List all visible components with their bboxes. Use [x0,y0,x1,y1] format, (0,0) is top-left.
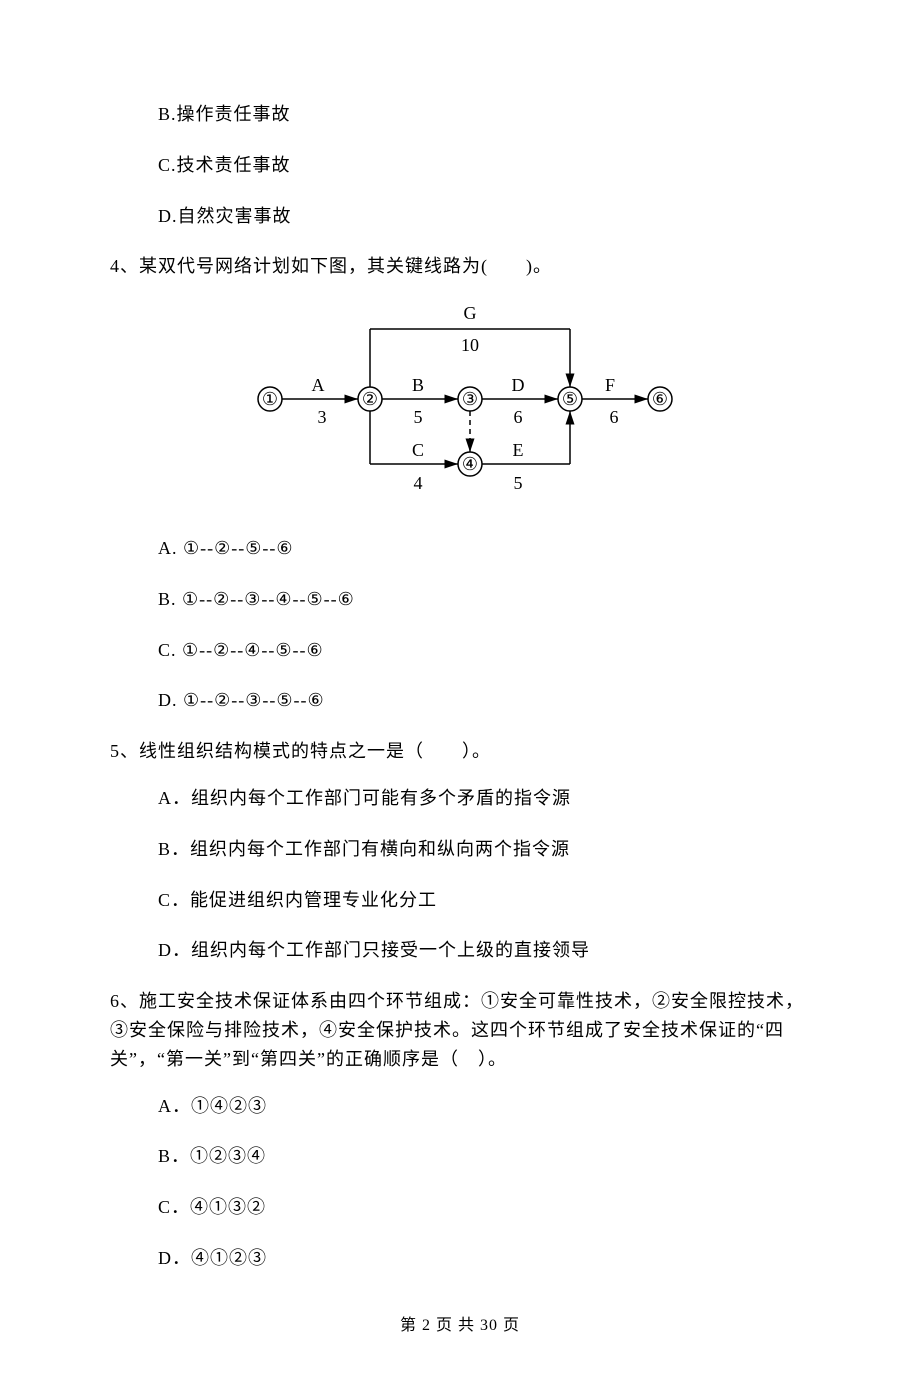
option-text: ①--②--⑤--⑥ [183,538,294,558]
option-text: ④①②③ [191,1248,267,1268]
svg-text:⑤: ⑤ [562,389,578,409]
option-item: C．能促进组织内管理专业化分工 [158,886,810,915]
option-item: C．④①③② [158,1193,810,1222]
svg-text:A: A [312,375,325,395]
option-label: B. [158,589,182,609]
option-item: D．组织内每个工作部门只接受一个上级的直接领导 [158,936,810,965]
svg-text:10: 10 [461,335,479,355]
option-label: A. [158,538,183,558]
option-text: 组织内每个工作部门可能有多个矛盾的指令源 [191,788,571,808]
option-item: B．组织内每个工作部门有横向和纵向两个指令源 [158,835,810,864]
option-label: A． [158,1096,191,1116]
option-text: ①--②--③--⑤--⑥ [183,690,325,710]
option-text: 组织内每个工作部门有横向和纵向两个指令源 [190,839,570,859]
question-text: 线性组织结构模式的特点之一是（ ）。 [139,741,491,761]
question-number: 5、 [110,741,139,761]
option-text: ④①③② [190,1197,266,1217]
svg-text:B: B [412,375,424,395]
svg-text:F: F [605,375,615,395]
option-text: ①--②--④--⑤--⑥ [182,640,324,660]
option-text: 技术责任事故 [177,155,291,175]
question-6: 6、施工安全技术保证体系由四个环节组成：①安全可靠性技术，②安全限控技术，③安全… [110,987,810,1073]
svg-text:③: ③ [462,389,478,409]
option-item: C.技术责任事故 [158,151,810,180]
network-diagram: G 10 C 4 E 5 A 3 B 5 D 6 F 6 ① ② ③ ④ ⑤ ⑥ [110,299,810,508]
option-label: C. [158,640,182,660]
option-label: B． [158,839,190,859]
page-content: B.操作责任事故 C.技术责任事故 D.自然灾害事故 4、某双代号网络计划如下图… [0,0,920,1378]
svg-text:C: C [412,440,424,460]
option-label: B. [158,104,177,124]
svg-text:4: 4 [414,473,423,493]
option-text: 自然灾害事故 [178,206,292,226]
svg-text:3: 3 [318,407,327,427]
network-svg: G 10 C 4 E 5 A 3 B 5 D 6 F 6 ① ② ③ ④ ⑤ ⑥ [240,299,680,499]
option-item: B. ①--②--③--④--⑤--⑥ [158,585,810,614]
option-label: D． [158,940,191,960]
option-item: B．①②③④ [158,1142,810,1171]
option-item: D. ①--②--③--⑤--⑥ [158,686,810,715]
option-item: C. ①--②--④--⑤--⑥ [158,636,810,665]
option-text: 组织内每个工作部门只接受一个上级的直接领导 [191,940,590,960]
option-label: C． [158,1197,190,1217]
option-label: D． [158,1248,191,1268]
option-item: B.操作责任事故 [158,100,810,129]
option-text: ①④②③ [191,1096,267,1116]
option-text: 操作责任事故 [177,104,291,124]
option-label: A． [158,788,191,808]
question-5: 5、线性组织结构模式的特点之一是（ ）。 [110,737,810,766]
svg-text:5: 5 [414,407,423,427]
question-number: 4、 [110,256,139,276]
option-item: D．④①②③ [158,1244,810,1273]
option-label: B． [158,1146,190,1166]
question-text: 施工安全技术保证体系由四个环节组成：①安全可靠性技术，②安全限控技术，③安全保险… [110,991,804,1069]
option-text: ①②③④ [190,1146,266,1166]
option-text: 能促进组织内管理专业化分工 [190,890,437,910]
page-footer: 第 2 页 共 30 页 [110,1313,810,1339]
svg-text:E: E [513,440,524,460]
option-label: D. [158,690,183,710]
svg-text:④: ④ [462,454,478,474]
svg-text:5: 5 [514,473,523,493]
svg-text:⑥: ⑥ [652,389,668,409]
svg-text:G: G [464,303,477,323]
svg-text:6: 6 [610,407,619,427]
question-number: 6、 [110,991,139,1011]
option-item: A. ①--②--⑤--⑥ [158,534,810,563]
option-text: ①--②--③--④--⑤--⑥ [182,589,355,609]
svg-text:6: 6 [514,407,523,427]
svg-text:D: D [512,375,525,395]
question-4: 4、某双代号网络计划如下图，其关键线路为( )。 [110,252,810,281]
option-label: C. [158,155,177,175]
question-text: 某双代号网络计划如下图，其关键线路为( )。 [139,256,552,276]
option-item: A．组织内每个工作部门可能有多个矛盾的指令源 [158,784,810,813]
option-item: A．①④②③ [158,1092,810,1121]
option-label: C． [158,890,190,910]
option-item: D.自然灾害事故 [158,202,810,231]
option-label: D. [158,206,178,226]
svg-text:②: ② [362,389,378,409]
svg-text:①: ① [262,389,278,409]
